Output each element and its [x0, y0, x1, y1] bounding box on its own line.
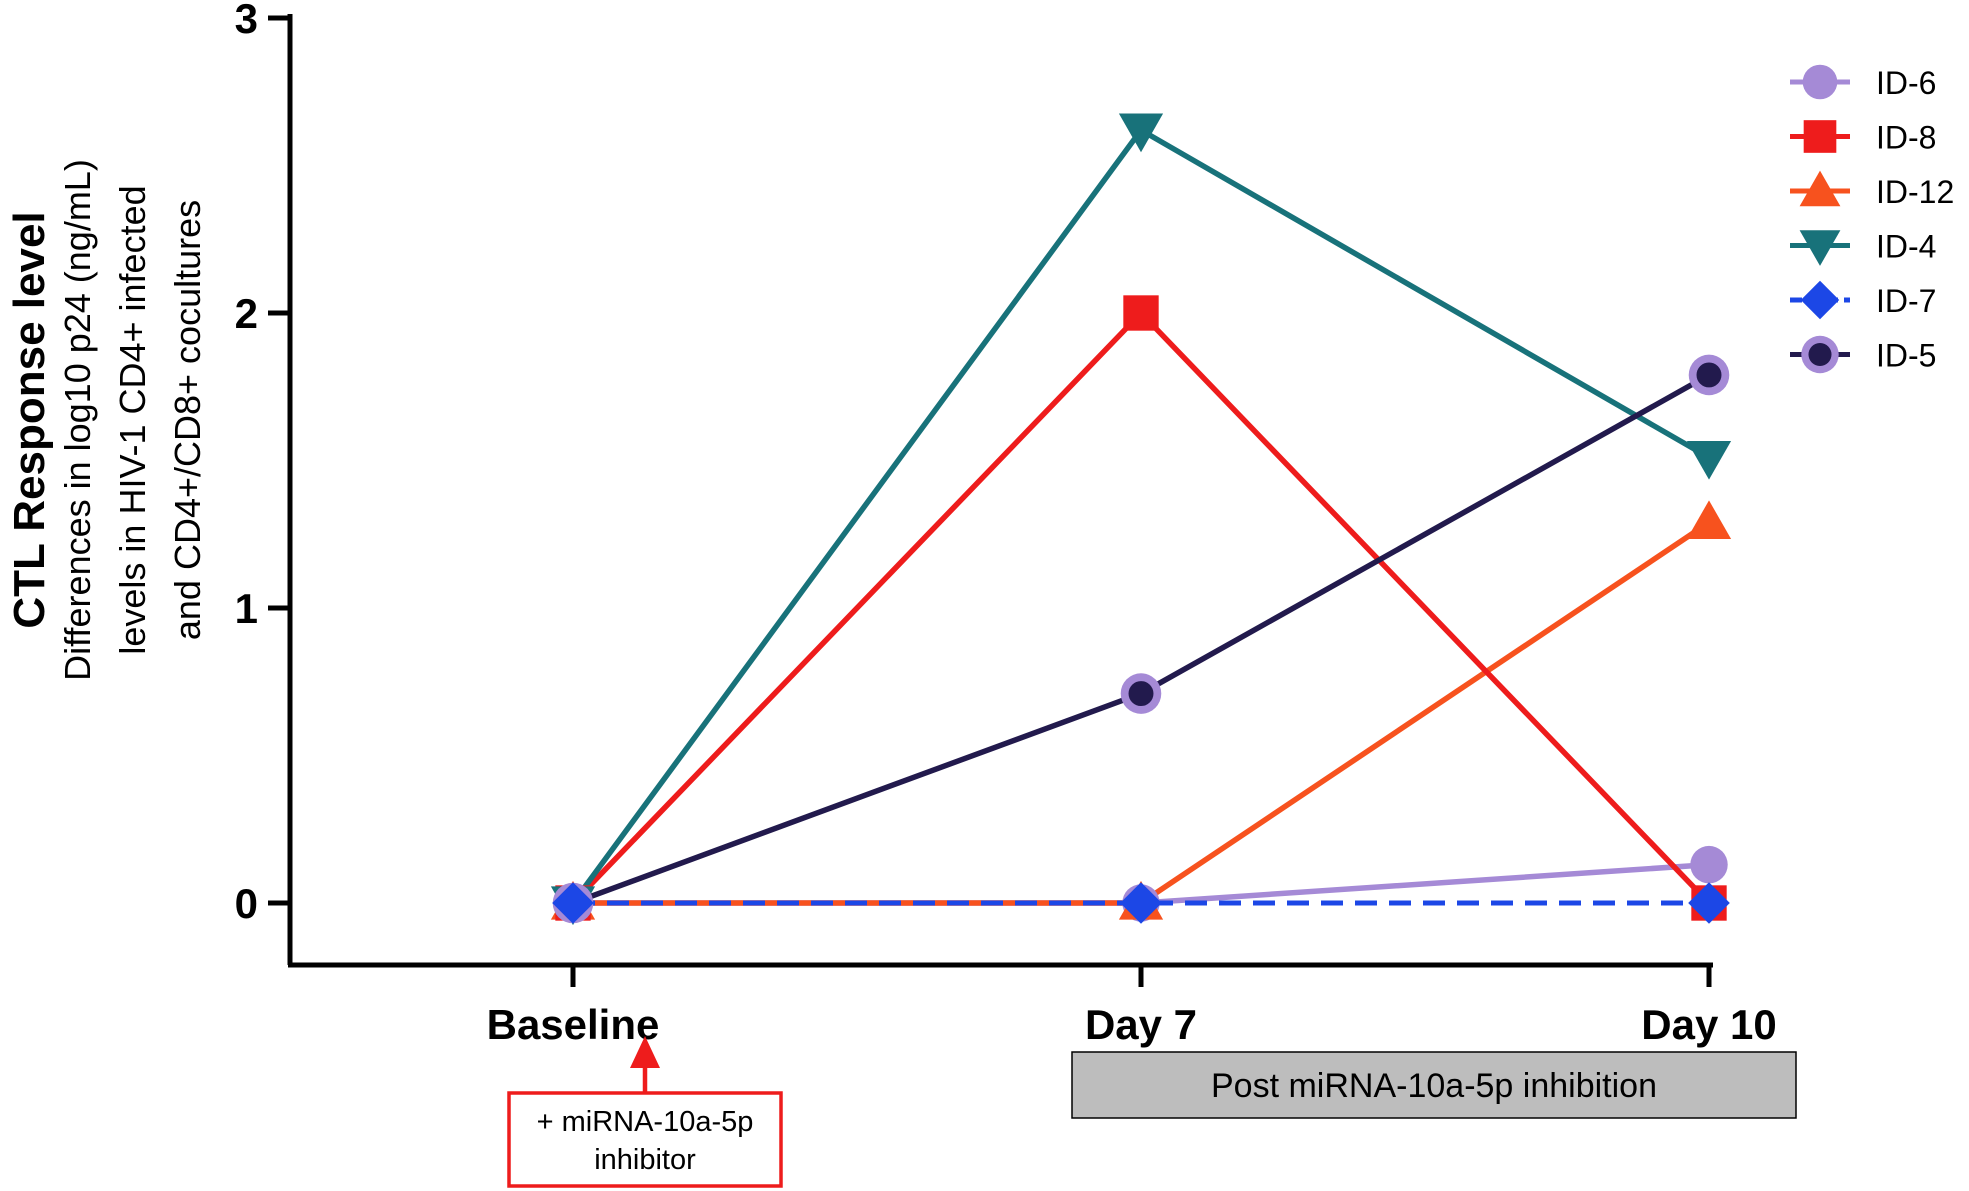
data-point-id-7: [1120, 882, 1162, 924]
x-tick-label: Day 7: [1085, 1001, 1197, 1048]
legend-marker: [1802, 64, 1838, 100]
legend-item-id-5: ID-5: [1790, 335, 1936, 374]
data-point-id-7: [1688, 882, 1730, 924]
data-point-id-6: [1690, 845, 1728, 884]
y-axis-label: CTL Response level Differences in log10 …: [5, 159, 208, 681]
data-point-id-4: [1118, 113, 1164, 153]
legend-item-id-7: ID-7: [1790, 280, 1936, 320]
x-tick-label: Baseline: [487, 1001, 660, 1048]
legend-marker: [1799, 230, 1841, 266]
legend-label: ID-8: [1876, 120, 1936, 156]
y-tick-label: 0: [235, 880, 258, 927]
legend-marker: [1801, 335, 1839, 374]
series-line-id-8: [571, 310, 1711, 905]
x-tick-label: Day 10: [1641, 1001, 1776, 1048]
series-markers: [550, 113, 1732, 926]
series-lines: [570, 127, 1711, 906]
legend-marker: [1803, 120, 1837, 153]
inhibitor-note-line-2: inhibitor: [594, 1144, 696, 1176]
legend: ID-6 ID-8 ID-12 ID-4 ID-7 ID-5: [1790, 64, 1954, 374]
series-line-id-4: [570, 127, 1711, 905]
data-point-id-4: [1686, 440, 1732, 480]
legend-marker: [1800, 280, 1840, 320]
data-point-id-5: [1688, 354, 1730, 396]
inhibitor-note-box: [507, 1091, 783, 1188]
legend-label: ID-5: [1876, 338, 1936, 374]
legend-item-id-12: ID-12: [1790, 170, 1954, 210]
legend-label: ID-12: [1876, 174, 1954, 210]
legend-item-id-6: ID-6: [1790, 64, 1936, 101]
axes: 0 1 2 3 Baseline Day 7 Day 10: [235, 0, 1777, 1048]
legend-item-id-4: ID-4: [1790, 229, 1936, 266]
data-point-id-12: [1686, 500, 1732, 540]
data-point-id-8: [1123, 295, 1159, 331]
legend-marker: [1799, 170, 1841, 207]
post-inhibition-banner: [1071, 1051, 1797, 1119]
legend-label: ID-4: [1876, 229, 1936, 265]
annotations: + miRNA-10a-5p inhibitor Post miRNA-10a-…: [507, 1036, 1797, 1188]
legend-item-id-8: ID-8: [1790, 120, 1936, 156]
y-tick-label: 3: [235, 0, 258, 42]
inhibitor-note-line-1: + miRNA-10a-5p: [537, 1106, 754, 1138]
y-axis-subtitle-line-2: levels in HIV-1 CD4+ infected: [112, 185, 153, 654]
y-tick-label: 1: [235, 585, 258, 632]
y-axis-title: CTL Response level: [5, 211, 54, 628]
data-point-id-7: [552, 882, 594, 924]
inhibitor-arrow-head: [630, 1036, 660, 1068]
y-tick-label: 2: [235, 290, 258, 337]
data-point-id-5: [1120, 673, 1162, 714]
y-axis-subtitle-line-1: Differences in log10 p24 (ng/mL): [57, 159, 98, 681]
post-inhibition-banner-text: Post miRNA-10a-5p inhibition: [1211, 1067, 1657, 1105]
y-axis-subtitle-line-3: and CD4+/CD8+ cocultures: [167, 200, 208, 640]
legend-label: ID-6: [1876, 65, 1936, 101]
legend-label: ID-7: [1876, 283, 1936, 319]
